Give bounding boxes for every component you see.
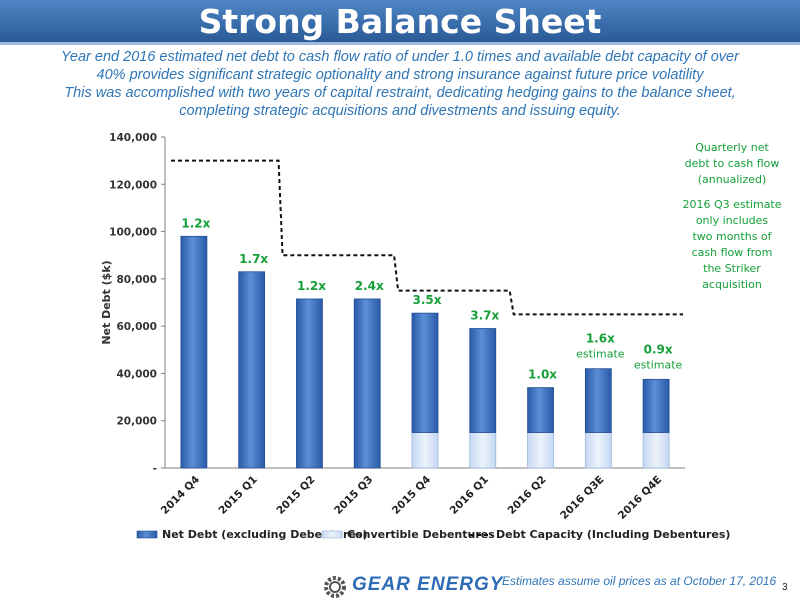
subtitle-line: 40% provides significant strategic optio… <box>96 67 704 83</box>
y-axis-label: Net Debt ($k) <box>100 260 113 344</box>
side-note-line: only includes <box>695 214 769 227</box>
side-note-line: Quarterly net <box>695 141 769 154</box>
ratio-label: 1.6x <box>586 332 615 346</box>
legend-swatch-net-debt <box>136 530 158 539</box>
legend-label-net-debt: Net Debt (excluding Debentures) <box>162 528 368 541</box>
ratio-label: 1.2x <box>297 279 326 293</box>
side-note-ratio: Quarterly net debt to cash flow (annuali… <box>676 140 788 188</box>
ratio-label: 2.4x <box>355 279 384 293</box>
debt-capacity-line <box>171 159 683 316</box>
legend-label-debt-capacity: Debt Capacity (Including Debentures) <box>496 528 730 541</box>
x-tick-label: 2015 Q3 <box>332 474 375 517</box>
side-note-line: debt to cash flow <box>684 157 780 170</box>
y-tick-label: 60,000 <box>116 321 157 333</box>
bar-convertible-debentures <box>584 432 612 469</box>
side-note-line: (annualized) <box>697 173 767 186</box>
bar-net-debt <box>296 298 323 469</box>
side-note-line: acquisition <box>702 278 762 291</box>
bar-convertible-debentures <box>642 432 670 469</box>
estimate-label: estimate <box>576 348 625 361</box>
ratio-label: 1.0x <box>528 368 557 382</box>
x-tick-label: 2014 Q4 <box>159 474 202 517</box>
x-tick-label: 2016 Q1 <box>448 474 491 517</box>
x-tick-label: 2016 Q3E <box>558 474 606 522</box>
subtitle-line: completing strategic acquisitions and di… <box>179 103 621 119</box>
legend-label-convertible: Convertible Debentures <box>347 528 495 541</box>
x-tick-label: 2015 Q1 <box>217 474 260 517</box>
side-note-line: 2016 Q3 estimate <box>682 198 782 211</box>
bar-net-debt <box>180 235 208 469</box>
bar-net-debt <box>584 368 612 433</box>
y-tick-label: 100,000 <box>109 227 157 239</box>
title-bar <box>0 0 800 45</box>
subtitle-line: This was accomplished with two years of … <box>64 85 736 101</box>
ratio-label: 3.5x <box>413 293 442 307</box>
bar-net-debt <box>469 328 497 433</box>
bar-net-debt <box>353 298 381 469</box>
y-tick-label: 40,000 <box>116 368 157 380</box>
ratio-label: 0.9x <box>644 342 673 356</box>
bar-convertible-debentures <box>469 432 497 469</box>
ratio-label: 1.2x <box>181 216 210 230</box>
bar-net-debt <box>527 387 554 433</box>
y-tick-label: - <box>153 463 157 475</box>
x-tick-label: 2016 Q2 <box>505 474 548 517</box>
x-tick-label: 2015 Q4 <box>390 474 433 517</box>
y-tick-label: 120,000 <box>109 179 157 191</box>
gear-icon <box>324 576 346 598</box>
bar-net-debt <box>238 271 266 469</box>
slide-subtitle: Year end 2016 estimated net debt to cash… <box>20 48 780 120</box>
estimate-label: estimate <box>634 358 683 371</box>
company-logo: GEAR ENERGY <box>352 574 504 595</box>
y-tick-label: 80,000 <box>116 274 157 286</box>
bar-net-debt <box>411 312 439 433</box>
x-tick-label: 2016 Q4E <box>616 474 664 522</box>
side-note-line: two months of <box>692 230 772 243</box>
y-tick-label: 20,000 <box>116 416 157 428</box>
page-number: 3 <box>782 582 788 593</box>
bar-convertible-debentures <box>527 432 554 469</box>
slide-title: Strong Balance Sheet <box>198 2 602 41</box>
bar-convertible-debentures <box>411 432 439 469</box>
y-tick-label: 140,000 <box>109 132 157 144</box>
x-tick-label: 2015 Q2 <box>274 474 317 517</box>
footer-note: Estimates assume oil prices as at Octobe… <box>502 574 777 588</box>
subtitle-line: Year end 2016 estimated net debt to cash… <box>61 49 739 65</box>
bar-net-debt <box>642 378 670 433</box>
ratio-label: 3.7x <box>470 309 499 323</box>
side-note-line: cash flow from <box>691 246 773 259</box>
side-note-line: the Striker <box>703 262 761 275</box>
side-note-estimate: 2016 Q3 estimate only includes two month… <box>676 197 788 293</box>
legend-swatch-convertible <box>321 530 343 539</box>
ratio-label: 1.7x <box>239 252 268 266</box>
